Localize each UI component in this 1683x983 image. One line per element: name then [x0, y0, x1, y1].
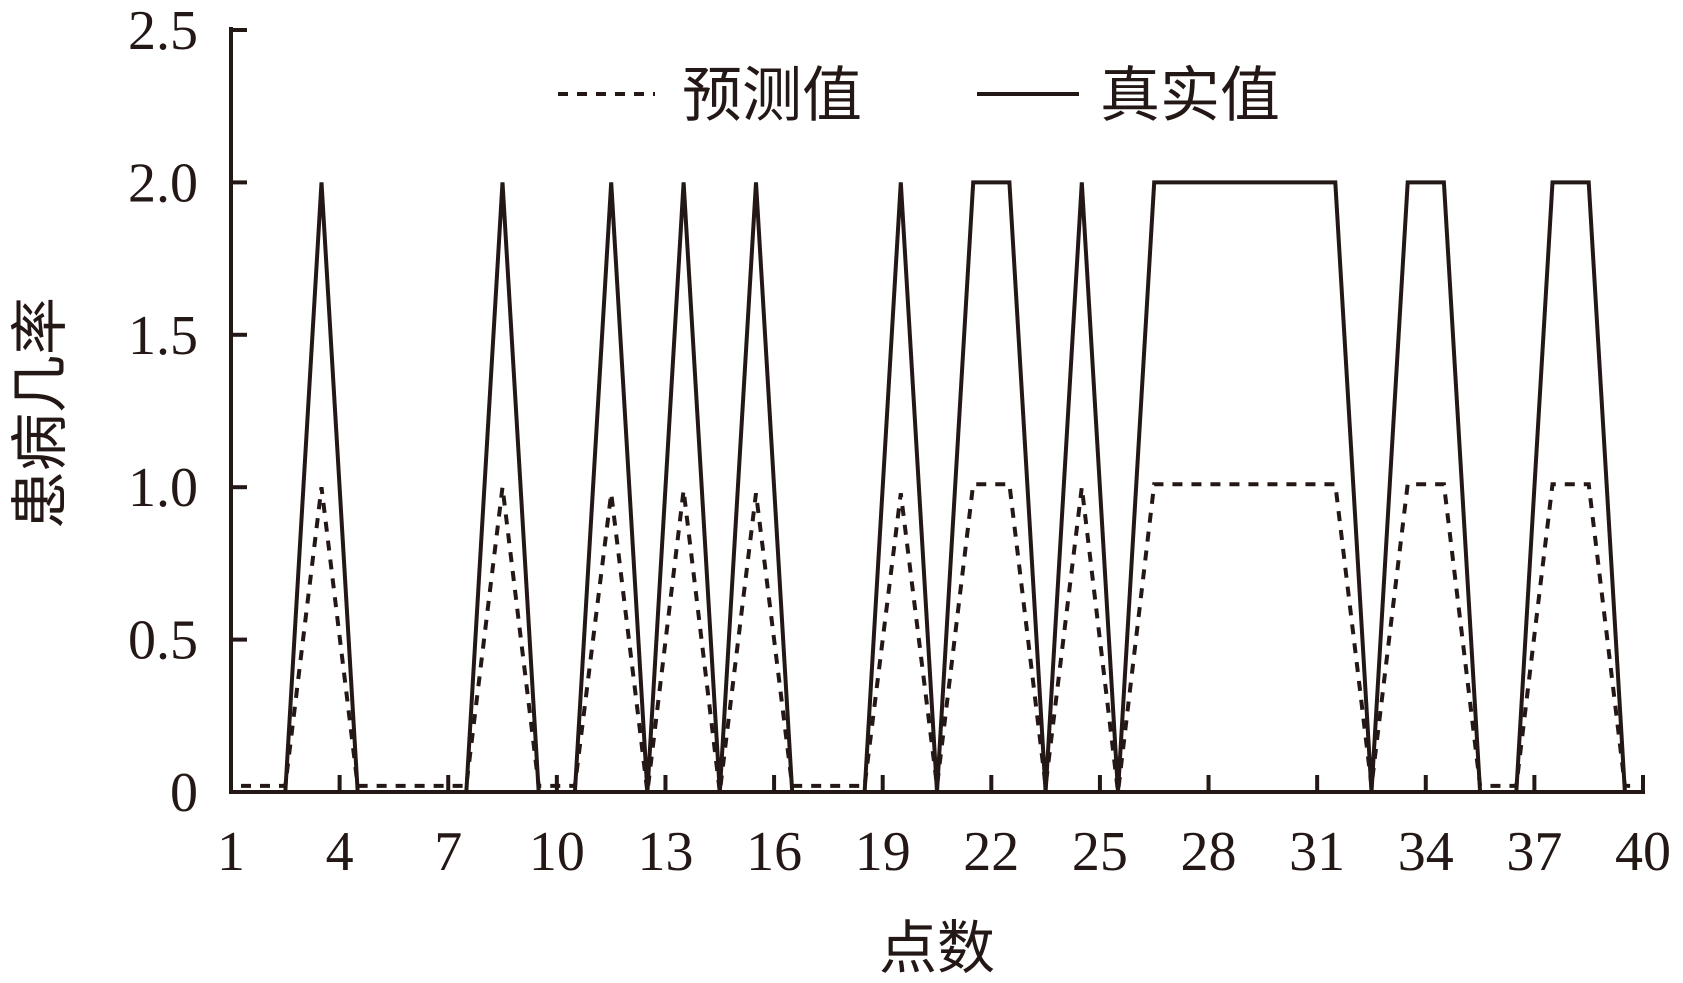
legend: 预测值 真实值 — [558, 61, 1280, 131]
axes: 0 0.5 1.0 1.5 2.0 2.5 1 4 7 10 13 16 19 22 25 28 31 34 37 4… — [128, 0, 1671, 883]
x-tick-label: 1 — [217, 821, 245, 883]
x-tick-label: 34 — [1398, 821, 1454, 883]
series-line-actual — [241, 180, 1638, 794]
x-tick-label: 40 — [1615, 821, 1671, 883]
x-tick-label: 31 — [1289, 821, 1345, 883]
x-tick-label: 7 — [434, 821, 462, 883]
y-axis-title: 患病几率 — [6, 297, 74, 529]
x-tick-label: 25 — [1072, 821, 1128, 883]
x-tick-label: 22 — [963, 821, 1019, 883]
legend-actual-label: 真实值 — [1100, 61, 1280, 131]
series-group — [241, 180, 1638, 794]
y-tick-label: 2.5 — [128, 0, 198, 62]
x-tick-label: 28 — [1181, 821, 1237, 883]
y-tick-label: 2.0 — [128, 152, 198, 214]
x-tick-label: 10 — [529, 821, 585, 883]
x-tick-label: 37 — [1506, 821, 1562, 883]
y-tick-label: 0 — [170, 762, 198, 824]
y-tick-label: 1.0 — [128, 457, 198, 519]
x-tick-label: 4 — [326, 821, 354, 883]
y-tick-label: 1.5 — [128, 305, 198, 367]
x-tick-label: 13 — [637, 821, 693, 883]
x-tick-label: 19 — [855, 821, 911, 883]
series-line-predicted — [241, 482, 1638, 793]
legend-predicted-label: 预测值 — [682, 61, 862, 131]
x-tick-label: 16 — [746, 821, 802, 883]
y-tick-label: 0.5 — [128, 610, 198, 672]
x-axis-title: 点数 — [879, 914, 995, 982]
